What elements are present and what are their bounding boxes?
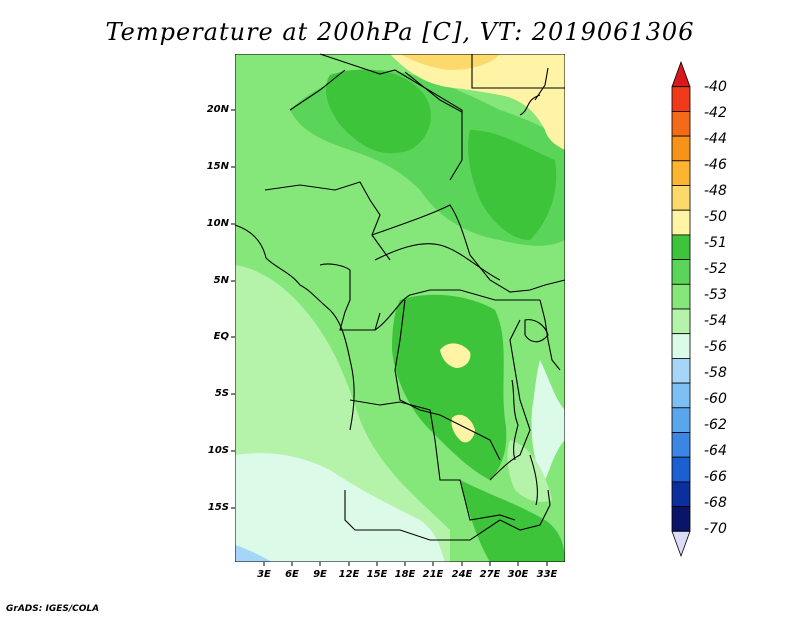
border-drc-north	[374, 289, 540, 331]
border-niger-chad	[264, 181, 391, 261]
field-yellow-north	[390, 54, 565, 150]
border-angola	[349, 399, 516, 521]
border-northwest	[289, 69, 346, 111]
border-ethiopia	[544, 279, 566, 286]
colorbar-bottom-cap	[671, 530, 691, 558]
map-title: Temperature at 200hPa [C], VT: 201906130…	[105, 18, 695, 46]
colorbar-label: -51	[704, 235, 727, 251]
field-pale-east	[531, 360, 565, 480]
colorbar-top-cap	[671, 60, 691, 88]
colorbar-label: -46	[704, 157, 727, 173]
colorbar-swatch	[671, 481, 691, 507]
colorbar-swatch	[671, 185, 691, 211]
lat-label-eq: EQ	[213, 331, 229, 342]
colorbar-label: -60	[704, 391, 727, 407]
colorbar-label: -62	[704, 417, 727, 433]
lat-label-10n: 10N	[206, 218, 229, 229]
border-drc-central	[394, 299, 501, 461]
colorbar-label: -42	[704, 105, 727, 121]
lon-label-27e: 27E	[479, 569, 501, 580]
border-kenya-tanzania	[539, 299, 561, 371]
field-dark-green-south	[460, 480, 565, 562]
colorbar-label: -52	[704, 261, 727, 277]
colorbar-swatch	[671, 432, 691, 458]
axis-ticks	[231, 109, 548, 566]
colorbar-label: -66	[704, 469, 727, 485]
lat-label-10s: 10S	[207, 445, 229, 456]
colorbar-swatch	[671, 86, 691, 112]
nile-delta	[534, 67, 549, 101]
lon-label-30e: 30E	[507, 569, 529, 580]
colorbar-swatch	[671, 135, 691, 162]
colorbar-label: -64	[704, 443, 727, 459]
field-yellow-south-central	[451, 414, 475, 443]
lon-label-12e: 12E	[338, 569, 360, 580]
lake-tanganyika	[511, 379, 519, 461]
border-namibia	[344, 490, 501, 541]
colorbar-label: -58	[704, 365, 727, 381]
border-car-sudan	[371, 204, 546, 293]
colorbar-swatch	[671, 333, 691, 359]
border-egypt	[471, 54, 565, 89]
colorbar-label: -44	[704, 131, 727, 147]
lat-label-15n: 15N	[206, 161, 229, 172]
field-blue-corner	[235, 545, 272, 562]
border-cameroon-car	[374, 243, 501, 281]
field-yellow-central	[440, 343, 471, 368]
field-dark-green-north	[325, 69, 431, 154]
colorbar-swatch	[671, 357, 691, 384]
lon-label-24e: 24E	[451, 569, 473, 580]
colorbar-swatch	[671, 259, 691, 285]
lat-label-5s: 5S	[214, 388, 229, 399]
lon-label-18e: 18E	[394, 569, 416, 580]
coastline-southwest	[349, 359, 355, 431]
colorbar-label: -70	[704, 521, 727, 537]
coastline-west	[234, 224, 351, 361]
lon-label-21e: 21E	[422, 569, 444, 580]
border-libya-sudan	[404, 71, 463, 113]
colorbar	[671, 60, 691, 558]
colorbar-label: -50	[704, 209, 727, 225]
field-orange-north	[400, 54, 500, 70]
field-pale-sw	[235, 453, 445, 562]
field-dark-green-ne	[468, 130, 557, 240]
border-north	[319, 53, 463, 181]
colorbar-swatch	[671, 456, 691, 483]
colorbar-swatch	[671, 160, 691, 186]
colorbar-swatch	[671, 506, 691, 532]
colorbar-swatch	[671, 209, 691, 236]
colorbar-swatch	[671, 382, 691, 409]
lon-label-9e: 9E	[313, 569, 327, 580]
lat-label-15s: 15S	[207, 502, 229, 513]
colorbar-label: -56	[704, 339, 727, 355]
lon-label-6e: 6E	[285, 569, 299, 580]
temperature-field	[235, 54, 565, 562]
colorbar-label: -53	[704, 287, 727, 303]
colorbar-swatch	[671, 111, 691, 137]
red-sea-coast	[519, 94, 541, 116]
colorbar-label: -40	[704, 79, 727, 95]
colorbar-swatch	[671, 234, 691, 260]
lon-label-3e: 3E	[257, 569, 271, 580]
colorbar-label: -54	[704, 313, 727, 329]
political-borders	[234, 53, 566, 541]
colorbar-swatch	[671, 283, 691, 310]
lake-victoria	[524, 319, 549, 343]
lat-label-20n: 20N	[206, 104, 229, 115]
lake-malawi	[529, 454, 539, 506]
border-cameroon-congo	[319, 263, 381, 331]
colorbar-swatch	[671, 308, 691, 335]
border-zambia-mozambique	[499, 489, 551, 531]
lat-label-5n: 5N	[213, 275, 229, 286]
colorbar-swatch	[671, 407, 691, 433]
colorbar-label: -68	[704, 495, 727, 511]
grads-credit: GrADS: IGES/COLA	[6, 604, 100, 614]
lon-label-15e: 15E	[366, 569, 388, 580]
lon-label-33e: 33E	[536, 569, 558, 580]
colorbar-label: -48	[704, 183, 727, 199]
